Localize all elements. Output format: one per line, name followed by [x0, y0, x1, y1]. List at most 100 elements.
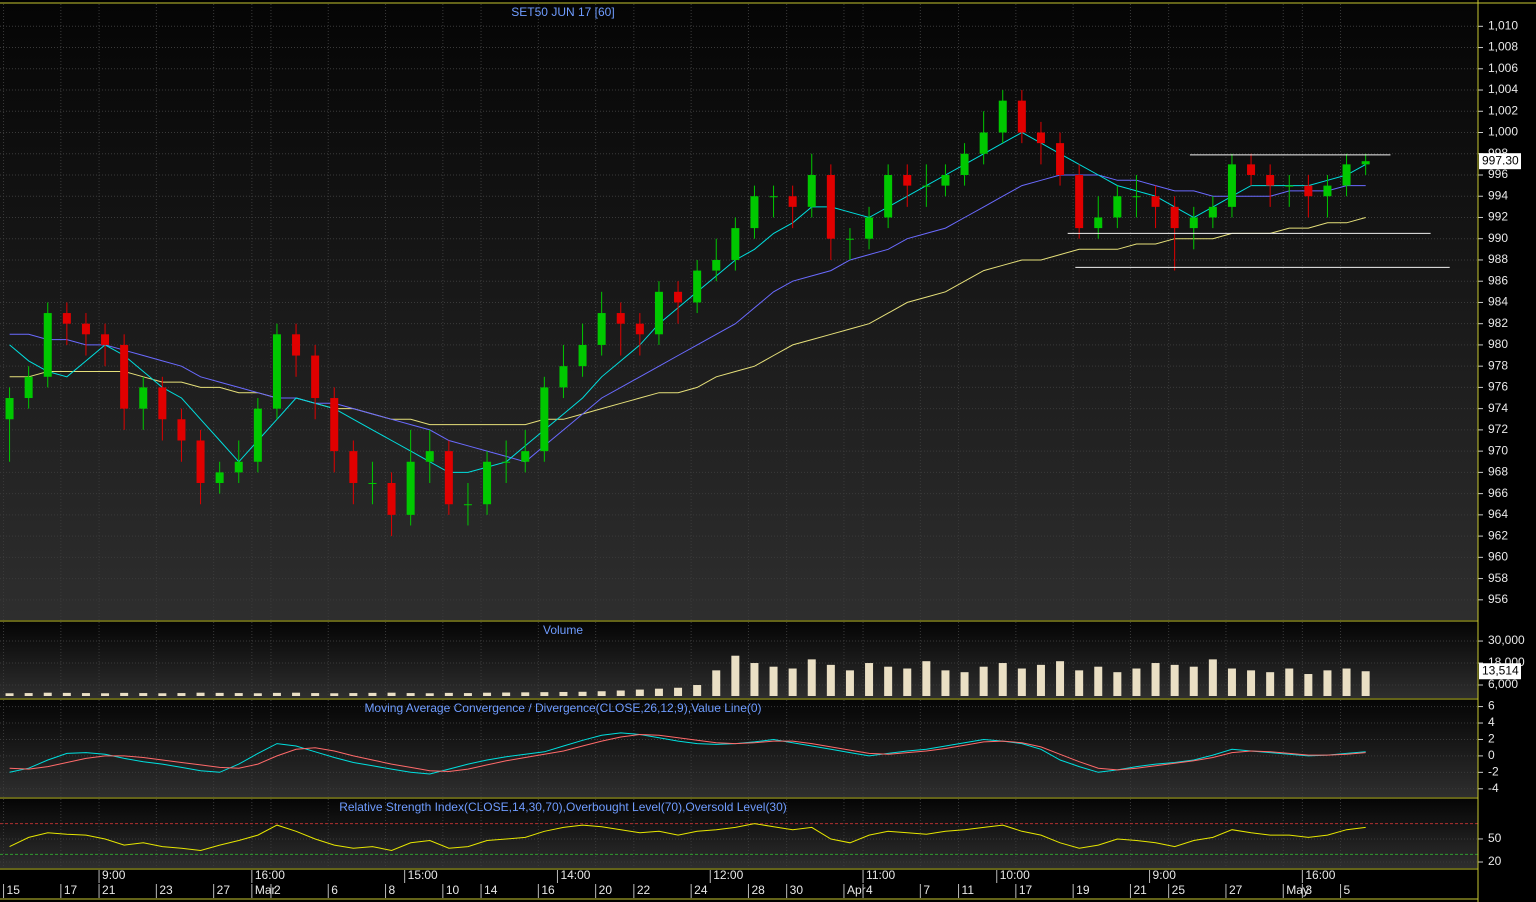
volume-bar	[807, 659, 816, 696]
candle-body	[1342, 164, 1351, 186]
candle-body	[177, 419, 186, 441]
volume-bar	[1247, 670, 1256, 696]
candle-body	[139, 387, 148, 409]
candle-body	[349, 451, 358, 483]
volume-bar	[1094, 666, 1103, 696]
candle-body	[845, 238, 854, 240]
candle-body	[1094, 217, 1103, 229]
x-time-label: 12:00	[713, 868, 743, 882]
candle-body	[635, 323, 644, 335]
candle-body	[1170, 206, 1179, 229]
volume-bar	[292, 692, 301, 696]
volume-bar	[387, 692, 396, 696]
volume-bar	[884, 666, 893, 696]
candle-body	[1285, 185, 1294, 187]
moving-average-line	[9, 217, 1366, 426]
volume-bar	[712, 670, 721, 696]
volume-bar	[1170, 664, 1179, 696]
x-tick-label: 24	[694, 883, 708, 897]
volume-bar	[311, 693, 320, 696]
volume-bar	[158, 693, 167, 696]
candle-body	[674, 291, 683, 303]
y-tick-label: 30,000	[1488, 633, 1525, 647]
volume-bar	[826, 664, 835, 696]
volume-bar	[502, 692, 511, 696]
candle-body	[62, 313, 71, 324]
y-tick-label: 960	[1488, 550, 1508, 564]
y-tick-label: 988	[1488, 252, 1508, 266]
volume-bar	[1323, 670, 1332, 696]
y-tick-label: 994	[1488, 188, 1508, 202]
last-value-tag	[1479, 663, 1521, 680]
last-value-label: 997.30	[1482, 153, 1519, 167]
x-tick-label: 14	[484, 883, 498, 897]
volume-bar	[425, 693, 434, 696]
candle-body	[1323, 185, 1332, 197]
candle-body	[1208, 206, 1217, 218]
candle-body	[425, 451, 434, 462]
volume-bar	[120, 692, 129, 696]
volume-bar	[1189, 666, 1198, 696]
candle-body	[120, 344, 129, 409]
candle-body	[81, 323, 90, 335]
candle-body	[693, 270, 702, 303]
candle-body	[1151, 196, 1160, 207]
y-tick-label: 1,006	[1488, 61, 1518, 75]
y-tick-label: 4	[1488, 715, 1495, 729]
x-tick-label: 19	[1076, 883, 1090, 897]
x-tick-label: 22	[637, 883, 651, 897]
y-tick-label: 964	[1488, 507, 1508, 521]
moving-average-line	[9, 131, 1366, 473]
x-time-label: 16:00	[1305, 868, 1335, 882]
candle-body	[292, 334, 301, 356]
panel-title: SET50 JUN 17 [60]	[511, 5, 614, 19]
volume-bar	[559, 691, 568, 696]
x-tick-label: Mar	[255, 883, 276, 897]
volume-bar	[253, 693, 262, 696]
volume-bar	[635, 689, 644, 696]
candle-body	[597, 313, 606, 345]
volume-bar	[177, 693, 186, 696]
x-tick-label: 20	[599, 883, 613, 897]
x-time-label: 11:00	[866, 868, 895, 882]
x-tick-label: 21	[1133, 883, 1147, 897]
volume-bar	[998, 663, 1007, 696]
x-time-label: 16:00	[255, 868, 285, 882]
volume-bar	[1132, 668, 1141, 696]
candle-body	[922, 185, 931, 187]
y-tick-label: 978	[1488, 358, 1508, 372]
volume-bar	[196, 692, 205, 696]
volume-bar	[1151, 663, 1160, 696]
volume-bar	[865, 663, 874, 696]
candle-body	[1247, 164, 1256, 175]
volume-bar	[444, 692, 453, 696]
x-tick-label: May	[1286, 883, 1309, 897]
candle-body	[406, 461, 415, 515]
candle-body	[196, 440, 205, 483]
x-tick-label: Apr	[847, 883, 866, 897]
y-tick-label: 6,000	[1488, 677, 1518, 691]
indicator-line	[9, 732, 1366, 775]
candle-body	[865, 217, 874, 239]
volume-bar	[788, 668, 797, 696]
candle-body	[101, 334, 110, 345]
volume-bar	[693, 685, 702, 696]
candle-body	[654, 291, 663, 335]
volume-bar	[1017, 668, 1026, 696]
volume-bar	[540, 692, 549, 696]
candle-body	[540, 387, 549, 452]
volume-bar	[731, 655, 740, 696]
x-tick-label: 27	[217, 883, 231, 897]
volume-bar	[101, 693, 110, 696]
x-tick-label: 28	[751, 883, 765, 897]
volume-bar	[960, 672, 969, 696]
candle-body	[1017, 100, 1026, 133]
volume-bar	[43, 692, 52, 696]
candle-body	[444, 451, 453, 505]
candle-body	[1361, 161, 1370, 165]
panel-title: Volume	[543, 623, 583, 637]
candle-body	[750, 196, 759, 229]
candle-body	[826, 174, 835, 239]
panel-title: Moving Average Convergence / Divergence(…	[364, 701, 761, 715]
moving-average-line	[9, 174, 1366, 463]
